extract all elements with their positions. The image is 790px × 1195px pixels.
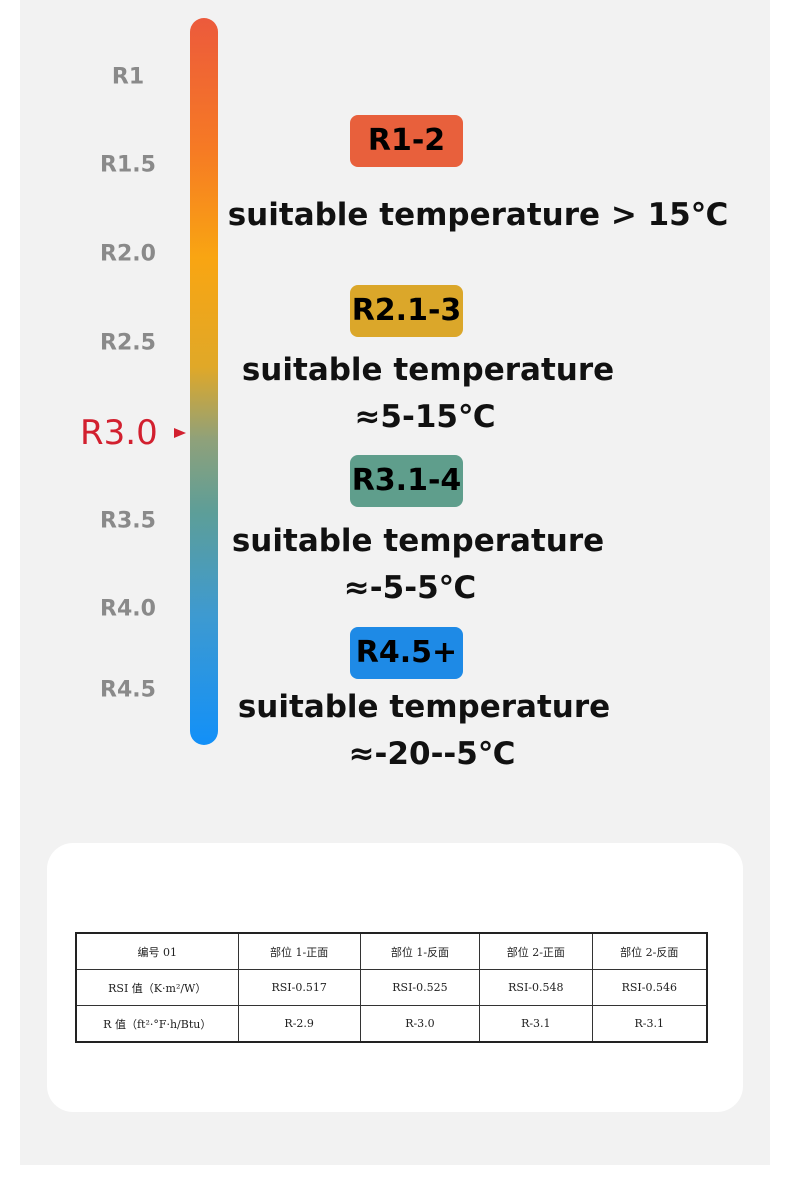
table-cell: RSI-0.548 [479,969,593,1006]
scale-label: R1 [111,64,145,90]
range-badge: R4.5+ [350,627,463,679]
table-cell: RSI 值（K·m²/W） [75,969,239,1006]
table-cell: RSI-0.525 [359,969,481,1006]
data-table: 编号 01 部位 1-正面 部位 1-反面 部位 2-正面 部位 2-反面 RSI 值（K… [75,932,708,1043]
table-cell: R-2.9 [237,1005,361,1043]
header-cell: 部位 2-反面 [591,932,708,970]
table-row: R 值（ft²·°F·h/Btu） R-2.9 R-3.0 R-3.1 R-3.1 [75,1005,708,1043]
range-badge: R3.1-4 [350,455,463,507]
range-text: suitable temperature [231,523,605,559]
range-badge: R2.1-3 [350,285,463,337]
table-cell: R-3.1 [591,1005,708,1043]
table-cell: RSI-0.517 [237,969,361,1006]
range-text: ≈5-15℃ [354,399,496,435]
scale-marker: R3.0 [80,413,158,453]
scale-label: R3.5 [100,508,156,534]
scale-label: R2.5 [100,330,156,356]
range-text: suitable temperature [241,352,615,388]
table-cell: R 值（ft²·°F·h/Btu） [75,1005,239,1043]
table-cell: R-3.0 [359,1005,481,1043]
range-text: suitable temperature [237,689,611,725]
header-cell: 编号 01 [75,932,239,970]
scale-label: R4.5 [100,677,156,703]
table-cell: RSI-0.546 [591,969,708,1006]
table-cell: R-3.1 [479,1005,593,1043]
gradient-bar [190,18,218,745]
header-cell: 部位 2-正面 [479,932,593,970]
range-text: suitable temperature > 15℃ [227,197,729,233]
range-badge: R1-2 [350,115,463,167]
scale-label: R2.0 [100,241,156,267]
scale-label: R4.0 [100,596,156,622]
range-text: ≈-5-5℃ [343,570,477,606]
header-cell: 部位 1-反面 [359,932,481,970]
scale-label: R1.5 [100,152,156,178]
marker-arrow [174,428,186,438]
table-row: RSI 值（K·m²/W） RSI-0.517 RSI-0.525 RSI-0.548… [75,969,708,1006]
range-text: ≈-20--5℃ [348,736,516,772]
table-header-row: 编号 01 部位 1-正面 部位 1-反面 部位 2-正面 部位 2-反面 [75,932,708,970]
header-cell: 部位 1-正面 [237,932,361,970]
